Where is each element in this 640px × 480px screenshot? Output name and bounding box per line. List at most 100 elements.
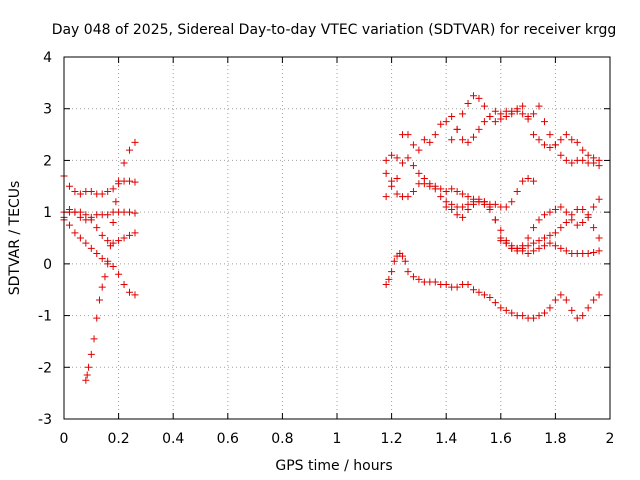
data-point: [409, 162, 417, 170]
data-point: [470, 286, 477, 294]
data-point: [475, 198, 483, 206]
data-point: [584, 304, 592, 312]
data-point: [420, 136, 428, 144]
data-point: [508, 242, 516, 250]
data-point: [126, 208, 134, 216]
data-point: [459, 136, 467, 144]
data-point: [120, 281, 128, 289]
data-point: [131, 229, 139, 237]
data-point: [120, 234, 128, 242]
data-point: [530, 314, 538, 322]
data-point: [464, 193, 472, 201]
data-point: [388, 151, 396, 159]
data-point: [513, 187, 521, 195]
data-point: [431, 278, 439, 286]
data-point: [595, 162, 603, 170]
data-point: [382, 281, 390, 289]
data-point: [595, 195, 603, 203]
data-point: [584, 151, 592, 159]
data-point: [508, 309, 516, 317]
data-point: [131, 291, 139, 299]
data-point: [453, 125, 461, 133]
data-point: [584, 250, 592, 258]
data-point: [93, 314, 101, 322]
chart-title: Day 048 of 2025, Sidereal Day-to-day VTE…: [52, 22, 617, 38]
data-point: [491, 107, 499, 115]
data-point: [540, 234, 548, 242]
data-point: [480, 118, 488, 126]
data-point: [71, 229, 79, 237]
data-point: [595, 291, 603, 299]
x-tick-label: 0.8: [271, 431, 293, 447]
data-point: [497, 304, 505, 312]
data-point: [557, 291, 565, 299]
data-point: [437, 120, 445, 128]
data-point: [98, 255, 106, 263]
data-point: [502, 112, 510, 120]
data-point: [530, 131, 538, 139]
data-point: [535, 102, 543, 110]
data-point: [93, 250, 101, 258]
data-point: [491, 118, 499, 126]
data-point: [76, 190, 84, 198]
data-point: [464, 100, 472, 108]
x-tick-label: 0.4: [162, 431, 184, 447]
data-point: [573, 314, 581, 322]
data-point: [385, 275, 393, 283]
data-point: [562, 156, 570, 164]
data-point: [524, 250, 532, 258]
grid-lines: [64, 57, 610, 419]
data-point: [382, 193, 390, 201]
data-point: [388, 182, 396, 190]
data-point: [409, 141, 417, 149]
data-point: [448, 206, 456, 214]
data-point: [519, 247, 527, 255]
data-point: [112, 198, 120, 206]
data-point: [497, 115, 505, 123]
data-point: [76, 208, 84, 216]
data-point: [573, 138, 581, 146]
data-point: [464, 281, 472, 289]
data-point: [426, 182, 434, 190]
data-point: [109, 218, 117, 226]
data-point: [409, 187, 417, 195]
data-point: [115, 177, 123, 185]
data-point: [590, 224, 598, 232]
data-point: [470, 92, 477, 100]
data-point: [590, 203, 598, 211]
data-point: [388, 268, 396, 276]
data-point: [530, 224, 538, 232]
data-point: [590, 248, 598, 256]
data-point: [595, 234, 603, 242]
data-point: [459, 190, 467, 198]
data-point: [87, 350, 95, 358]
data-point: [491, 200, 499, 208]
data-point: [546, 239, 554, 247]
data-point: [579, 146, 587, 154]
data-point: [524, 112, 532, 120]
data-point: [562, 296, 570, 304]
data-point: [562, 247, 570, 255]
data-point: [104, 237, 112, 245]
data-point: [104, 260, 112, 268]
x-tick-label: 2: [606, 431, 615, 447]
data-point: [475, 125, 483, 133]
x-tick-label: 0.6: [217, 431, 239, 447]
data-point: [399, 252, 407, 260]
y-tick-label: 2: [43, 153, 52, 169]
data-point: [131, 138, 139, 146]
data-point: [568, 136, 576, 144]
data-point: [540, 141, 548, 149]
data-point: [502, 203, 510, 211]
data-point: [546, 144, 554, 151]
data-point: [404, 268, 412, 276]
data-point: [546, 231, 554, 239]
data-point: [109, 185, 117, 193]
data-point: [590, 159, 598, 167]
data-point: [95, 296, 103, 304]
data-point: [535, 136, 543, 144]
data-point: [508, 198, 516, 206]
data-point: [87, 187, 95, 195]
x-tick-label: 1.4: [435, 431, 457, 447]
